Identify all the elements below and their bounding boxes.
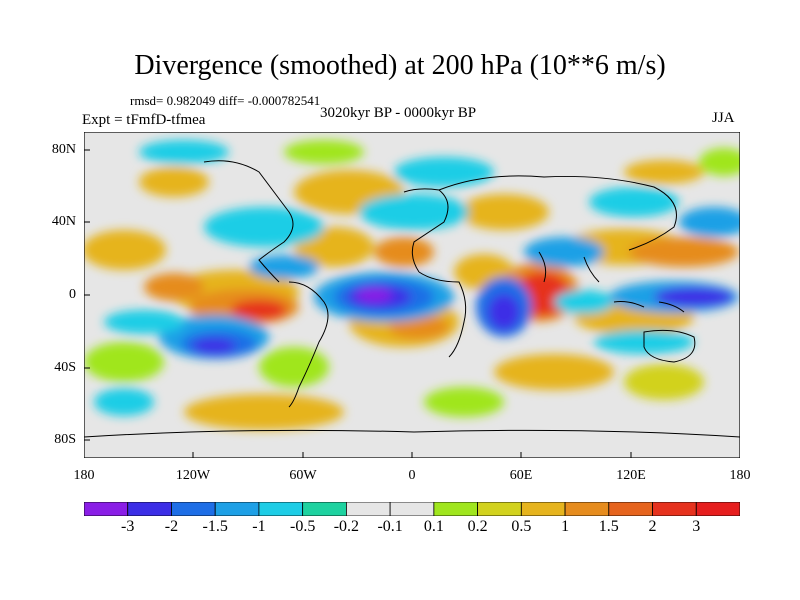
colorbar-label: 3 — [692, 518, 701, 535]
colorbar-label: -2 — [164, 518, 179, 535]
colorbar-label: 0.2 — [467, 518, 488, 535]
rmsd-stats: rmsd= 0.982049 diff= -0.000782541 — [130, 93, 321, 108]
lon-label-60e: 60E — [509, 468, 533, 483]
colorbar-swatch — [127, 502, 172, 516]
coastlines — [84, 160, 740, 438]
lon-label-0: 0 — [408, 468, 416, 483]
colorbar-label: 0.1 — [423, 518, 444, 535]
colorbar-label: 2 — [648, 518, 657, 535]
colorbar-label: 0.5 — [511, 518, 532, 535]
colorbar-swatch — [389, 502, 435, 516]
lat-label-80s: 80S — [54, 432, 76, 447]
period-label: 3020kyr BP - 0000kyr BP — [320, 105, 477, 121]
colorbar-label: -0.1 — [377, 518, 403, 535]
colorbar-swatch — [345, 502, 391, 516]
plot-title: Divergence (smoothed) at 200 hPa (10**6 … — [134, 50, 666, 81]
colorbar — [84, 502, 740, 516]
lat-label-80n: 80N — [51, 142, 76, 157]
colorbar-swatch — [171, 502, 216, 516]
colorbar-swatch — [84, 502, 129, 516]
lon-label-60w: 60W — [289, 468, 317, 483]
axis-ticks — [84, 149, 740, 458]
lat-label-40s: 40S — [54, 360, 76, 375]
lat-label-40n: 40N — [51, 214, 76, 229]
colorbar-label: 1 — [561, 518, 570, 535]
experiment-label: Expt = tFmfD-tfmea — [82, 112, 206, 128]
lon-label-180w: 180 — [73, 468, 95, 483]
colorbar-swatch — [214, 502, 260, 516]
colorbar-label: -0.2 — [333, 518, 360, 535]
colorbar-label: 1.5 — [598, 518, 619, 535]
colorbar-label: -0.5 — [289, 518, 316, 535]
lon-label-180e: 180 — [729, 468, 751, 483]
colorbar-label: -3 — [121, 518, 135, 535]
colorbar-swatch — [258, 502, 304, 516]
colorbar-swatch — [477, 502, 522, 516]
lat-label-0: 0 — [69, 287, 76, 302]
colorbar-swatch — [564, 502, 610, 516]
colorbar-swatch — [652, 502, 697, 516]
lon-label-120w: 120W — [175, 468, 211, 483]
colorbar-swatch — [520, 502, 566, 516]
season-label: JJA — [712, 110, 735, 126]
colorbar-swatch — [695, 502, 740, 516]
colorbar-label: -1.5 — [202, 518, 228, 535]
colorbar-swatch — [608, 502, 653, 516]
divergence-map — [84, 132, 740, 458]
colorbar-swatch — [302, 502, 347, 516]
colorbar-swatch — [433, 502, 478, 516]
lon-label-120e: 120E — [616, 468, 646, 483]
colorbar-label: -1 — [252, 518, 266, 535]
